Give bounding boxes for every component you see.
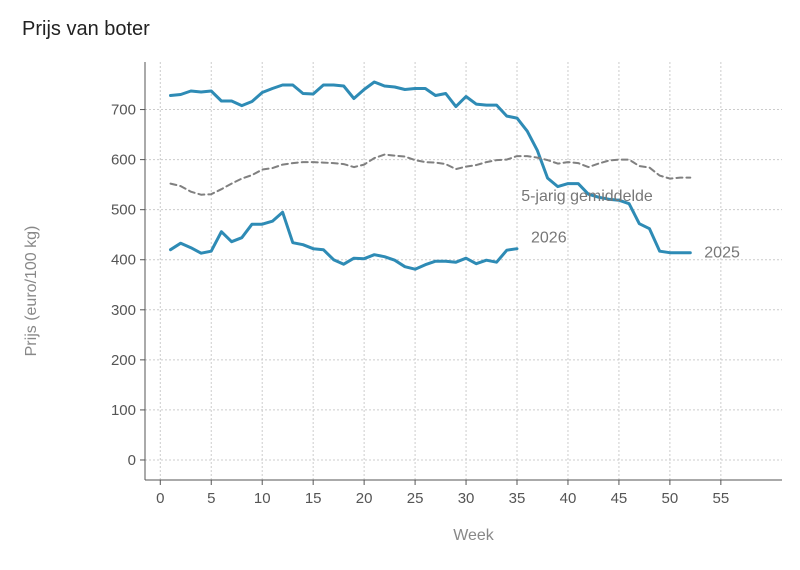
x-tick-label: 40 bbox=[560, 490, 577, 507]
x-tick-label: 20 bbox=[356, 490, 373, 507]
x-axis-label: Week bbox=[453, 527, 495, 544]
x-tick-label: 45 bbox=[611, 490, 628, 507]
y-tick-label: 300 bbox=[111, 302, 136, 319]
series-line-2026 bbox=[169, 210, 519, 271]
x-tick-label: 50 bbox=[662, 490, 679, 507]
y-tick-label: 0 bbox=[128, 452, 136, 469]
series-label: 2025 bbox=[704, 245, 740, 262]
chart-title: Prijs van boter bbox=[22, 18, 150, 40]
y-axis-label: Prijs (euro/100 kg) bbox=[23, 226, 40, 357]
y-tick-label: 500 bbox=[111, 202, 136, 219]
x-tick-label: 25 bbox=[407, 490, 424, 507]
series-label: 5-jarig gemiddelde bbox=[521, 188, 653, 205]
y-tick-label: 100 bbox=[111, 402, 136, 419]
x-tick-label: 35 bbox=[509, 490, 526, 507]
x-tick-label: 30 bbox=[458, 490, 475, 507]
y-tick-label: 600 bbox=[111, 152, 136, 169]
x-tick-label: 5 bbox=[207, 490, 215, 507]
y-tick-label: 700 bbox=[111, 102, 136, 119]
y-tick-label: 200 bbox=[111, 352, 136, 369]
x-tick-label: 15 bbox=[305, 490, 322, 507]
series-line-2025 bbox=[169, 80, 692, 255]
y-tick-label: 400 bbox=[111, 252, 136, 269]
x-tick-label: 0 bbox=[156, 490, 164, 507]
x-tick-label: 55 bbox=[713, 490, 730, 507]
series-line-5-jarig-gemiddelde bbox=[169, 153, 692, 196]
x-tick-label: 10 bbox=[254, 490, 271, 507]
series-label: 2026 bbox=[531, 230, 567, 247]
